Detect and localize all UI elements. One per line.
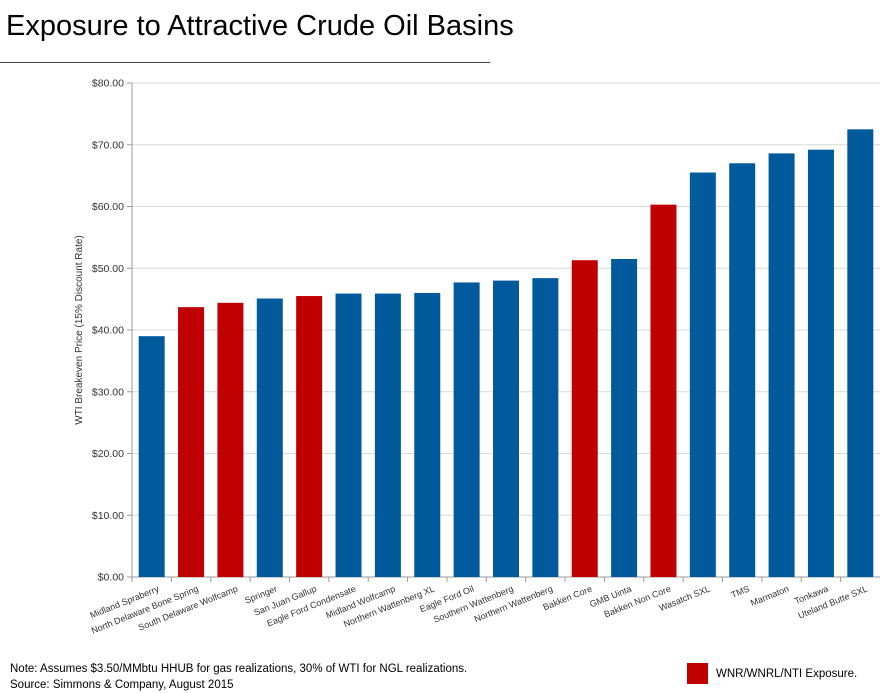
title-underline: [0, 62, 490, 63]
bar-wasatch-sxl: [689, 172, 716, 577]
bar-eagle-ford-oil: [453, 282, 480, 577]
y-tick-label: $30.00: [92, 386, 124, 398]
bar-uteland-butte-sxl: [847, 129, 874, 577]
bar-bakken-core: [571, 260, 598, 577]
bar-san-juan-gallup: [296, 296, 323, 577]
bar-northern-wattenberg-xl: [414, 292, 441, 577]
footnote-note: Note: Assumes $3.50/MMbtu HHUB for gas r…: [10, 663, 468, 675]
bar-bakken-non-core: [650, 204, 677, 577]
bar-southern-wattenberg: [493, 280, 519, 577]
y-tick-label: $20.00: [92, 448, 124, 460]
y-tick-label: $0.00: [98, 572, 124, 584]
y-tick-label: $40.00: [92, 325, 124, 337]
bar-tms: [729, 163, 756, 577]
legend-swatch: [687, 663, 708, 684]
y-tick-label: $70.00: [92, 139, 124, 151]
y-tick-label: $50.00: [92, 263, 124, 275]
bar-northern-wattenberg: [532, 278, 559, 577]
legend-label: WNR/WNRL/NTI Exposure.: [716, 667, 858, 680]
bar-midland-spraberry: [138, 336, 165, 577]
bar-north-delaware-bone-spring: [178, 307, 205, 577]
y-tick-label: $60.00: [92, 201, 124, 213]
footnote-source: Source: Simmons & Company, August 2015: [10, 679, 234, 691]
x-tick-label: TMS: [730, 584, 751, 600]
y-tick-label: $80.00: [92, 78, 124, 90]
y-axis-label: WTI Breakeven Price (15% Discount Rate): [74, 235, 85, 425]
bar-eagle-ford-condensate: [335, 293, 362, 577]
bar-springer: [256, 298, 283, 577]
bar-gmb-uinta: [611, 258, 638, 577]
bar-tonkawa: [807, 149, 834, 577]
y-tick-label: $10.00: [92, 510, 124, 522]
bar-south-delaware-wolfcamp: [217, 302, 244, 577]
bar-marmaton: [768, 153, 795, 577]
chart-legend: WNR/WNRL/NTI Exposure.: [687, 663, 857, 684]
x-tick-label: Marmaton: [749, 584, 790, 608]
page-title: Exposure to Attractive Crude Oil Basins: [6, 10, 514, 42]
bar-midland-wolfcamp: [374, 293, 401, 577]
footnotes: Note: Assumes $3.50/MMbtu HHUB for gas r…: [10, 661, 467, 693]
x-tick-label: Uteland Butte SXL: [797, 584, 869, 621]
